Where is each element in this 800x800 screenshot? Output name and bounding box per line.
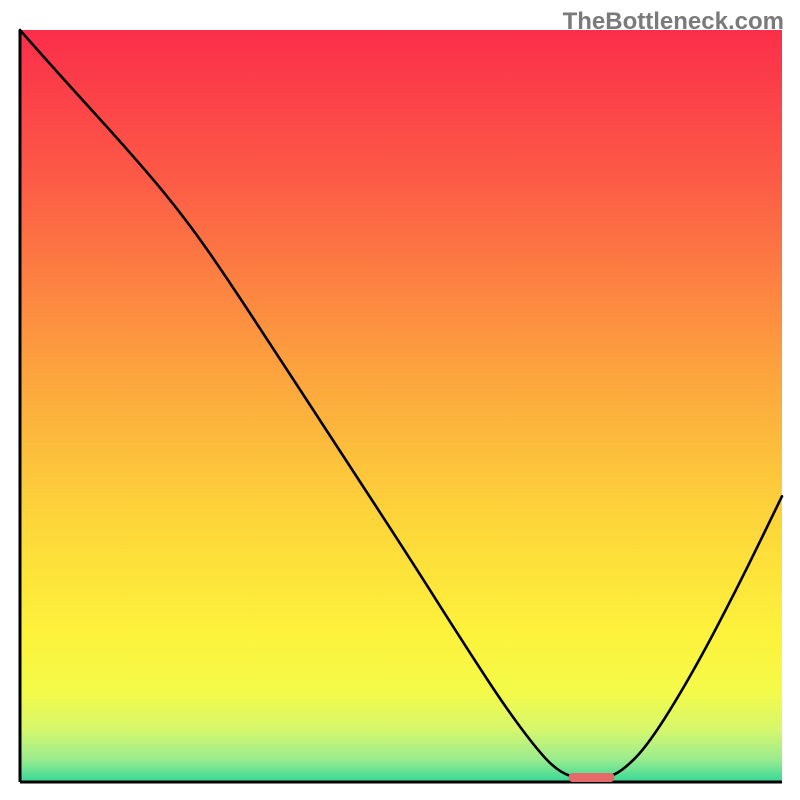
bottleneck-chart [0,0,800,800]
sweet-spot-marker [569,773,615,782]
watermark-text: TheBottleneck.com [563,8,784,36]
plot-background [20,30,782,782]
chart-container: TheBottleneck.com [0,0,800,800]
